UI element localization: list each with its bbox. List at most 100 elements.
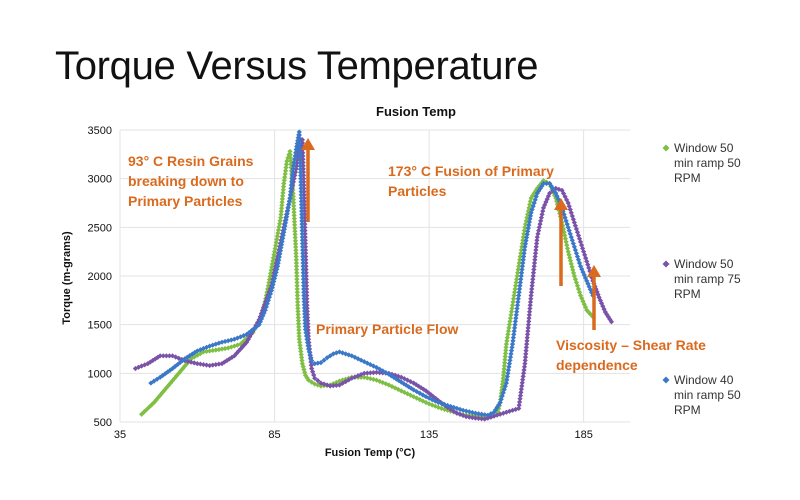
data-point	[297, 342, 303, 348]
data-point	[562, 194, 568, 200]
x-tick-label: 185	[574, 429, 592, 441]
data-point	[287, 152, 293, 158]
data-point	[292, 222, 298, 228]
x-axis-title: Fusion Temp (°C)	[325, 447, 416, 459]
data-point	[500, 375, 506, 381]
data-point	[226, 356, 233, 362]
data-point	[262, 307, 268, 313]
data-point	[582, 275, 589, 281]
data-point	[527, 309, 533, 315]
data-point	[302, 326, 309, 333]
data-point	[293, 247, 299, 253]
data-point	[288, 164, 294, 171]
data-point	[580, 298, 586, 304]
data-point	[257, 314, 263, 320]
data-point	[315, 360, 321, 366]
data-point	[500, 390, 506, 396]
data-point	[237, 341, 244, 347]
data-point	[282, 220, 289, 226]
data-point	[299, 211, 305, 217]
data-point	[301, 189, 307, 195]
y-tick-label: 2500	[88, 222, 112, 234]
data-point	[358, 374, 364, 380]
data-point	[562, 215, 568, 221]
data-point	[530, 273, 536, 279]
data-point	[505, 331, 511, 337]
data-point	[160, 353, 166, 359]
data-point	[290, 169, 296, 175]
data-point	[297, 339, 303, 345]
data-point	[502, 360, 508, 366]
data-point	[518, 276, 524, 282]
y-tick-label: 1000	[88, 368, 112, 380]
axis-layer: Fusion Temp Fusion Temp (°C) Torque (m-g…	[61, 104, 593, 459]
data-point	[540, 205, 547, 211]
data-point	[526, 312, 532, 318]
data-point	[280, 193, 286, 199]
data-point	[367, 361, 373, 368]
data-point	[296, 327, 302, 333]
data-point	[522, 357, 528, 363]
data-point	[294, 283, 300, 289]
data-point	[280, 232, 286, 238]
data-point	[533, 244, 539, 250]
data-point	[562, 236, 569, 242]
data-point	[517, 253, 523, 260]
data-point	[213, 341, 219, 347]
data-point	[386, 382, 392, 388]
data-point	[502, 350, 509, 357]
data-point	[513, 283, 519, 289]
data-point	[228, 344, 234, 350]
data-point	[293, 166, 299, 172]
data-point	[298, 172, 304, 179]
data-point	[516, 292, 522, 299]
data-point	[296, 330, 302, 336]
data-point	[392, 385, 398, 391]
data-point	[508, 351, 514, 357]
data-point	[529, 279, 536, 286]
data-point	[301, 202, 307, 208]
data-point	[516, 286, 523, 292]
data-point	[568, 234, 574, 240]
data-point	[210, 347, 216, 354]
data-point	[303, 257, 309, 263]
data-point	[534, 237, 540, 243]
data-point	[532, 197, 538, 203]
data-point	[303, 270, 309, 276]
data-point	[282, 174, 288, 180]
data-point	[380, 368, 386, 374]
data-point	[302, 320, 308, 326]
data-point	[294, 270, 300, 276]
data-point	[527, 216, 533, 222]
data-point	[512, 318, 519, 325]
data-point	[358, 357, 364, 363]
data-point	[428, 392, 434, 398]
data-point	[303, 273, 309, 279]
data-point	[303, 286, 310, 292]
data-point	[574, 283, 581, 289]
data-point	[511, 328, 517, 334]
data-point	[233, 350, 240, 357]
data-point	[301, 208, 308, 214]
data-point	[303, 266, 309, 273]
data-point	[312, 361, 318, 367]
data-point	[301, 302, 307, 308]
legend-marker	[662, 260, 670, 268]
data-point	[298, 205, 305, 211]
data-point	[602, 309, 608, 315]
data-point	[302, 247, 309, 253]
data-point	[515, 266, 521, 273]
data-point	[494, 404, 500, 410]
data-point	[299, 357, 305, 364]
data-point	[288, 158, 294, 164]
data-point	[503, 347, 509, 353]
annotation-text: Primary Particles	[128, 193, 243, 209]
data-point	[564, 245, 571, 252]
data-point	[294, 292, 301, 299]
data-point	[300, 279, 307, 286]
data-point	[279, 199, 285, 205]
data-point	[512, 289, 518, 295]
data-point	[475, 411, 482, 417]
data-point	[240, 339, 246, 345]
